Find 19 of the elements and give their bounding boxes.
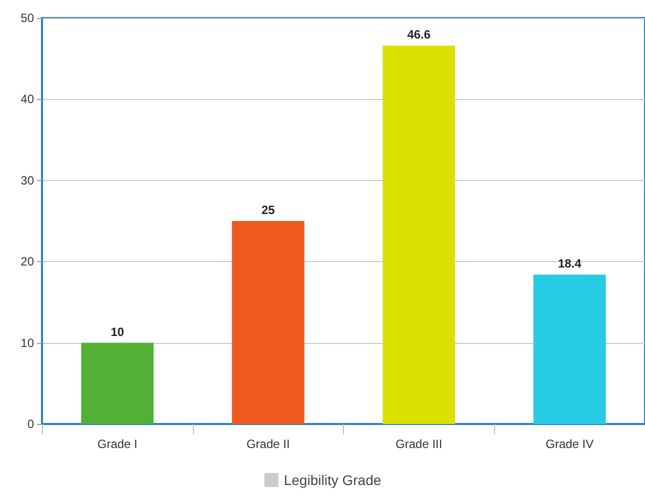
data-label: 18.4 <box>558 256 582 271</box>
x-tick-label: Grade III <box>396 437 442 451</box>
text: Legibility Grade <box>284 472 382 488</box>
x-tick-label: Grade I <box>97 437 138 451</box>
y-tick-label: 20 <box>20 254 34 269</box>
y-tick-label: 30 <box>20 173 34 188</box>
x-tick-label: Grade IV <box>546 437 594 451</box>
y-tick-label: 50 <box>20 11 34 25</box>
bar <box>232 221 304 424</box>
bar <box>81 342 154 424</box>
bar <box>533 274 606 424</box>
data-label: 25 <box>261 203 276 217</box>
y-tick-label: 0 <box>27 417 34 431</box>
x-tick-label: Grade II <box>246 437 290 451</box>
data-label: 46.6 <box>407 28 431 42</box>
y-tick-label: 40 <box>20 92 34 106</box>
y-tick-label: 10 <box>20 336 34 350</box>
bar <box>382 46 456 424</box>
data-label: 10 <box>110 324 124 339</box>
